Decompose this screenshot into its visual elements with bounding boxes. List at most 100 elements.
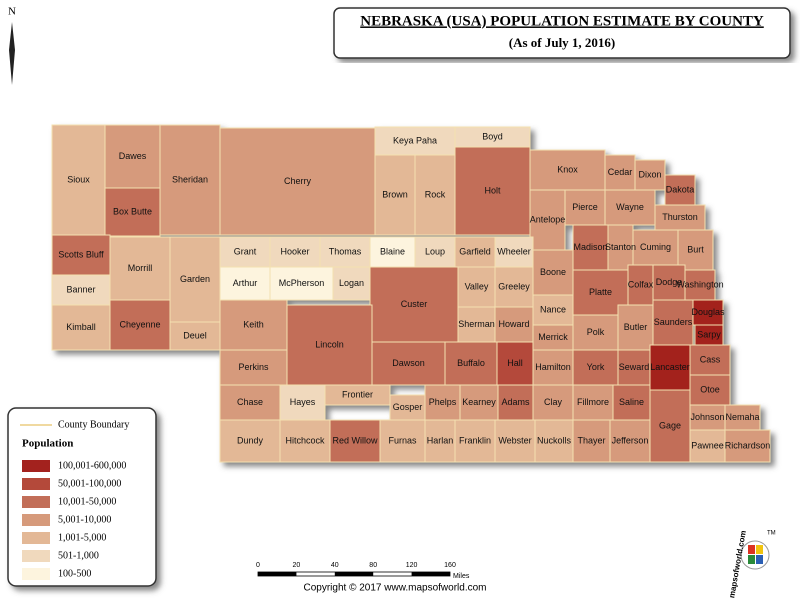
county-label: Blaine bbox=[380, 246, 405, 256]
county-label: Colfax bbox=[628, 279, 654, 289]
county-label: Antelope bbox=[530, 214, 566, 224]
county bbox=[494, 266, 534, 308]
county bbox=[572, 419, 611, 463]
county-label: Dawes bbox=[119, 151, 147, 161]
county bbox=[496, 341, 534, 386]
county-label: Box Butte bbox=[113, 206, 152, 216]
county bbox=[459, 384, 499, 421]
county-label: Boyd bbox=[482, 131, 503, 141]
county bbox=[532, 349, 574, 386]
county-label: Scotts Bluff bbox=[58, 249, 104, 259]
county-label: Custer bbox=[401, 299, 428, 309]
county bbox=[572, 384, 614, 421]
county bbox=[286, 304, 373, 386]
county-label: Hall bbox=[507, 358, 523, 368]
county-label: Platte bbox=[589, 287, 612, 297]
county-label: Logan bbox=[339, 278, 364, 288]
county bbox=[219, 127, 376, 236]
county bbox=[724, 429, 771, 463]
county bbox=[159, 124, 221, 236]
county-label: Arthur bbox=[233, 278, 258, 288]
county-label: Perkins bbox=[238, 362, 269, 372]
copyright: Copyright © 2017 www.mapsofworld.com bbox=[304, 583, 487, 594]
county bbox=[369, 266, 459, 343]
county-label: Keith bbox=[243, 319, 264, 329]
county-label: Garden bbox=[180, 274, 210, 284]
county-label: Sherman bbox=[458, 319, 495, 329]
county bbox=[572, 224, 609, 271]
county-label: Garfield bbox=[459, 246, 491, 256]
county-label: Polk bbox=[587, 327, 605, 337]
county bbox=[529, 149, 606, 191]
county bbox=[379, 419, 426, 463]
county-label: Cass bbox=[700, 354, 721, 364]
county bbox=[664, 174, 696, 206]
logo-tm: TM bbox=[767, 531, 776, 537]
legend-swatch bbox=[22, 568, 50, 580]
county-label: Rock bbox=[425, 189, 446, 199]
county-label: Nemaha bbox=[725, 412, 759, 422]
county bbox=[414, 154, 456, 236]
county-label: Sioux bbox=[67, 174, 90, 184]
county-label: Hayes bbox=[290, 397, 316, 407]
county-label: Webster bbox=[498, 435, 531, 445]
county bbox=[219, 419, 281, 463]
county-label: Knox bbox=[557, 164, 578, 174]
legend-title: Population bbox=[22, 438, 73, 450]
county-label: Wheeler bbox=[497, 246, 531, 256]
county-label: Wayne bbox=[616, 202, 644, 212]
county bbox=[632, 229, 679, 266]
county bbox=[454, 236, 496, 268]
county-label: Butler bbox=[624, 322, 648, 332]
county-label: Madison bbox=[573, 242, 607, 252]
county bbox=[219, 349, 288, 386]
compass: N bbox=[8, 6, 16, 85]
county bbox=[532, 384, 574, 421]
county-label: Chase bbox=[237, 397, 263, 407]
county bbox=[654, 204, 706, 231]
county-label: Phelps bbox=[429, 397, 457, 407]
county-label: Hitchcock bbox=[285, 435, 325, 445]
scale-label: 120 bbox=[406, 562, 418, 569]
logo: TM mapsofworld.com bbox=[727, 530, 775, 599]
county-label: Cedar bbox=[608, 167, 633, 177]
county-label: Nuckolls bbox=[537, 435, 572, 445]
county-label: Richardson bbox=[725, 440, 771, 450]
county-label: Jefferson bbox=[612, 435, 649, 445]
county-label: Greeley bbox=[498, 281, 530, 291]
scale-label: 0 bbox=[256, 562, 260, 569]
county bbox=[454, 419, 496, 463]
county bbox=[414, 236, 456, 268]
county-label: Fillmore bbox=[577, 397, 609, 407]
county-label: Saunders bbox=[654, 317, 693, 327]
county-label: Kearney bbox=[462, 397, 496, 407]
county bbox=[494, 419, 536, 463]
legend-label: 1,001-5,000 bbox=[58, 532, 106, 543]
county-label: Keya Paha bbox=[393, 135, 437, 145]
legend-swatch bbox=[22, 460, 50, 472]
county-label: Hamilton bbox=[535, 362, 571, 372]
county bbox=[677, 229, 714, 271]
county bbox=[617, 349, 651, 386]
county-labels: Sioux Dawes Box Butte Sheridan Cherry Keya Pa… bbox=[58, 131, 770, 450]
county bbox=[649, 344, 691, 391]
county-label: Seward bbox=[619, 362, 650, 372]
county bbox=[51, 124, 106, 236]
legend-label: 501-1,000 bbox=[58, 550, 99, 561]
legend-label: 50,001-100,000 bbox=[58, 478, 121, 489]
legend-label: 100-500 bbox=[58, 568, 91, 579]
county-label: Pawnee bbox=[691, 440, 724, 450]
county-label: Morrill bbox=[128, 263, 153, 273]
county bbox=[457, 306, 496, 343]
legend-swatch bbox=[22, 496, 50, 508]
compass-label: N bbox=[8, 6, 16, 18]
legend-swatch bbox=[22, 514, 50, 526]
county-label: Brown bbox=[382, 189, 408, 199]
county-label: Dakota bbox=[666, 184, 695, 194]
county-label: Frontier bbox=[342, 389, 373, 399]
county bbox=[689, 429, 726, 463]
legend-swatch bbox=[22, 532, 50, 544]
legend: County Boundary Population 100,001-600,0… bbox=[7, 407, 157, 587]
scale-unit: Miles bbox=[453, 573, 470, 580]
